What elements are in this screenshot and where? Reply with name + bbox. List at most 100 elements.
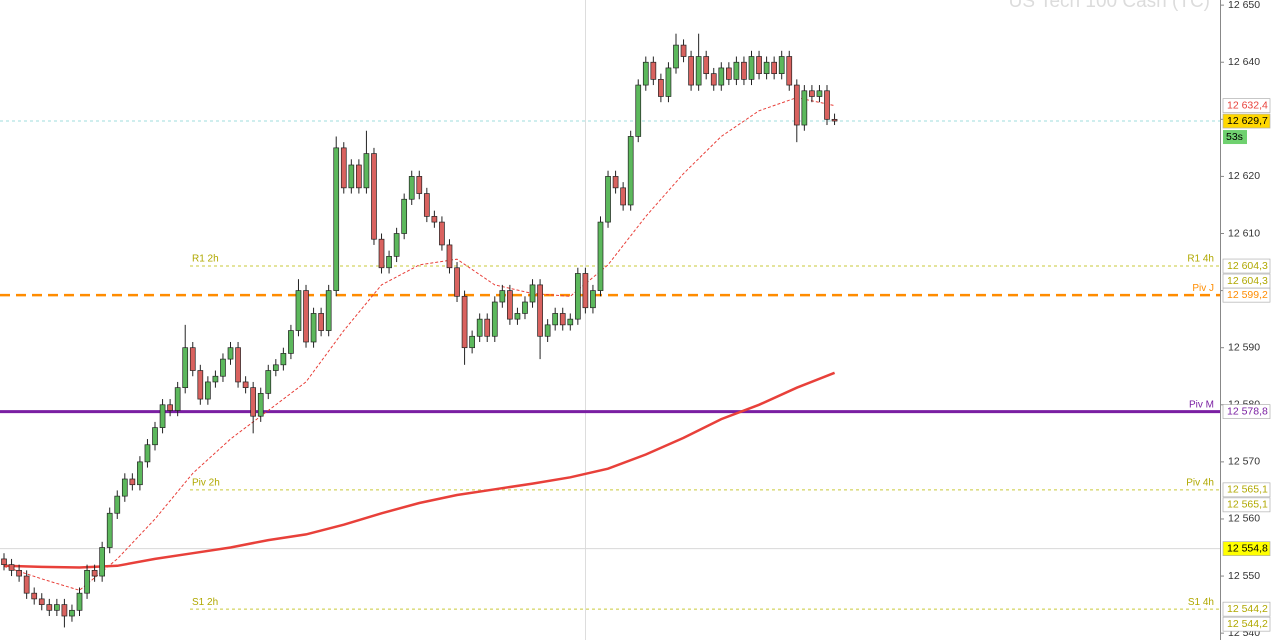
price-tag: 12 599,2 — [1227, 289, 1268, 301]
candle-body — [658, 79, 664, 97]
candle-body — [76, 592, 83, 611]
candle-body — [235, 347, 241, 383]
candle-body — [250, 387, 257, 417]
candle-body — [559, 313, 566, 326]
candle-body — [61, 604, 68, 617]
candle-body — [718, 67, 725, 86]
candle-body — [363, 153, 370, 189]
countdown: 53s — [1226, 131, 1243, 143]
level-label: Piv 2h — [192, 477, 220, 488]
price-tag-box — [1222, 258, 1271, 274]
y-tick-label: 12 590 — [1228, 341, 1260, 353]
candle-body — [439, 221, 445, 246]
candle-body — [182, 347, 189, 389]
candle-body — [38, 598, 45, 605]
candle-body — [23, 575, 30, 594]
candle-body — [831, 118, 838, 122]
price-tag: 12 544,2 — [1227, 618, 1268, 630]
chart-title: US Tech 100 Cash (TC) — [1009, 0, 1210, 12]
candle-body — [816, 90, 823, 97]
candle-body — [401, 198, 408, 234]
candle-body — [1, 558, 7, 565]
candle-body — [303, 290, 309, 343]
level-label: R1 4h — [1187, 254, 1214, 265]
candle-body — [642, 61, 649, 86]
candle-body — [771, 61, 777, 74]
price-tag-box — [1222, 404, 1271, 419]
candle-body — [514, 313, 521, 320]
candle-body — [824, 90, 830, 120]
price-tag: 12 604,3 — [1227, 260, 1268, 272]
candle-body — [801, 90, 808, 126]
moving-average — [3, 371, 836, 569]
candle-body — [137, 461, 143, 486]
candle-body — [54, 604, 60, 611]
price-tag: 12 578,8 — [1227, 405, 1268, 417]
candle-body — [469, 335, 475, 349]
price-tag-box — [1222, 497, 1271, 513]
candle-body — [590, 290, 596, 309]
candle-body — [809, 90, 815, 97]
candle-body — [121, 478, 128, 497]
candle-body — [544, 324, 551, 337]
candle-body — [522, 301, 528, 314]
candle-body — [476, 318, 483, 337]
candle-body — [507, 290, 513, 320]
candle-body — [152, 427, 158, 446]
price-tag-box — [1222, 482, 1271, 498]
candle-body — [529, 284, 536, 303]
candle-body — [650, 61, 657, 80]
candle-body — [227, 347, 234, 360]
candle-body — [756, 56, 762, 74]
candle-body — [84, 569, 90, 594]
candle-body — [212, 375, 219, 383]
price-tag: 12 604,3 — [1227, 275, 1268, 287]
candle-body — [31, 592, 38, 600]
candle-body — [574, 273, 581, 320]
candle-body — [174, 387, 181, 411]
candle-body — [159, 404, 166, 428]
price-tag: 12 629,7 — [1227, 115, 1268, 127]
candle-body — [8, 564, 15, 571]
candle-body — [288, 330, 294, 354]
level-label: R1 2h — [192, 254, 219, 265]
y-tick-label: 12 570 — [1228, 456, 1260, 468]
y-tick-label: 12 620 — [1228, 170, 1260, 182]
candle-body — [582, 273, 589, 309]
candle-body — [295, 290, 302, 331]
candle-body — [99, 547, 106, 577]
level-label: Piv M — [1189, 399, 1214, 410]
price-tag-box — [1222, 113, 1271, 129]
y-tick-label: 12 650 — [1228, 0, 1260, 11]
candle-body — [786, 56, 793, 86]
candle-body — [741, 61, 747, 80]
y-tick-label: 12 640 — [1228, 56, 1260, 68]
candle-body — [242, 381, 249, 389]
candle-body — [106, 512, 113, 548]
candle-body — [605, 176, 611, 223]
candle-body — [333, 147, 340, 291]
level-label: S1 2h — [192, 597, 218, 608]
candle-body — [597, 221, 604, 291]
candle-body — [318, 313, 324, 331]
candle-body — [386, 255, 392, 269]
candle-body — [280, 353, 287, 366]
candle-body — [46, 604, 53, 611]
candle-body — [272, 364, 279, 371]
countdown-box — [1223, 130, 1247, 145]
candle-body — [484, 318, 491, 337]
ma-tag-box — [1222, 98, 1271, 113]
candle-body — [748, 56, 755, 80]
level-label: Piv 4h — [1186, 477, 1214, 488]
candle-body — [733, 61, 740, 80]
candle-body — [340, 147, 347, 189]
candle-body — [446, 244, 453, 269]
price-tag: 12 554,8 — [1227, 542, 1268, 554]
level-label: Piv J — [1192, 283, 1214, 294]
price-tag: 12 565,1 — [1227, 499, 1268, 511]
price-tag-box — [1222, 287, 1271, 303]
candle-body — [793, 84, 800, 126]
candle-body — [454, 267, 460, 297]
candle-body — [567, 318, 574, 326]
candle-body — [423, 193, 430, 217]
